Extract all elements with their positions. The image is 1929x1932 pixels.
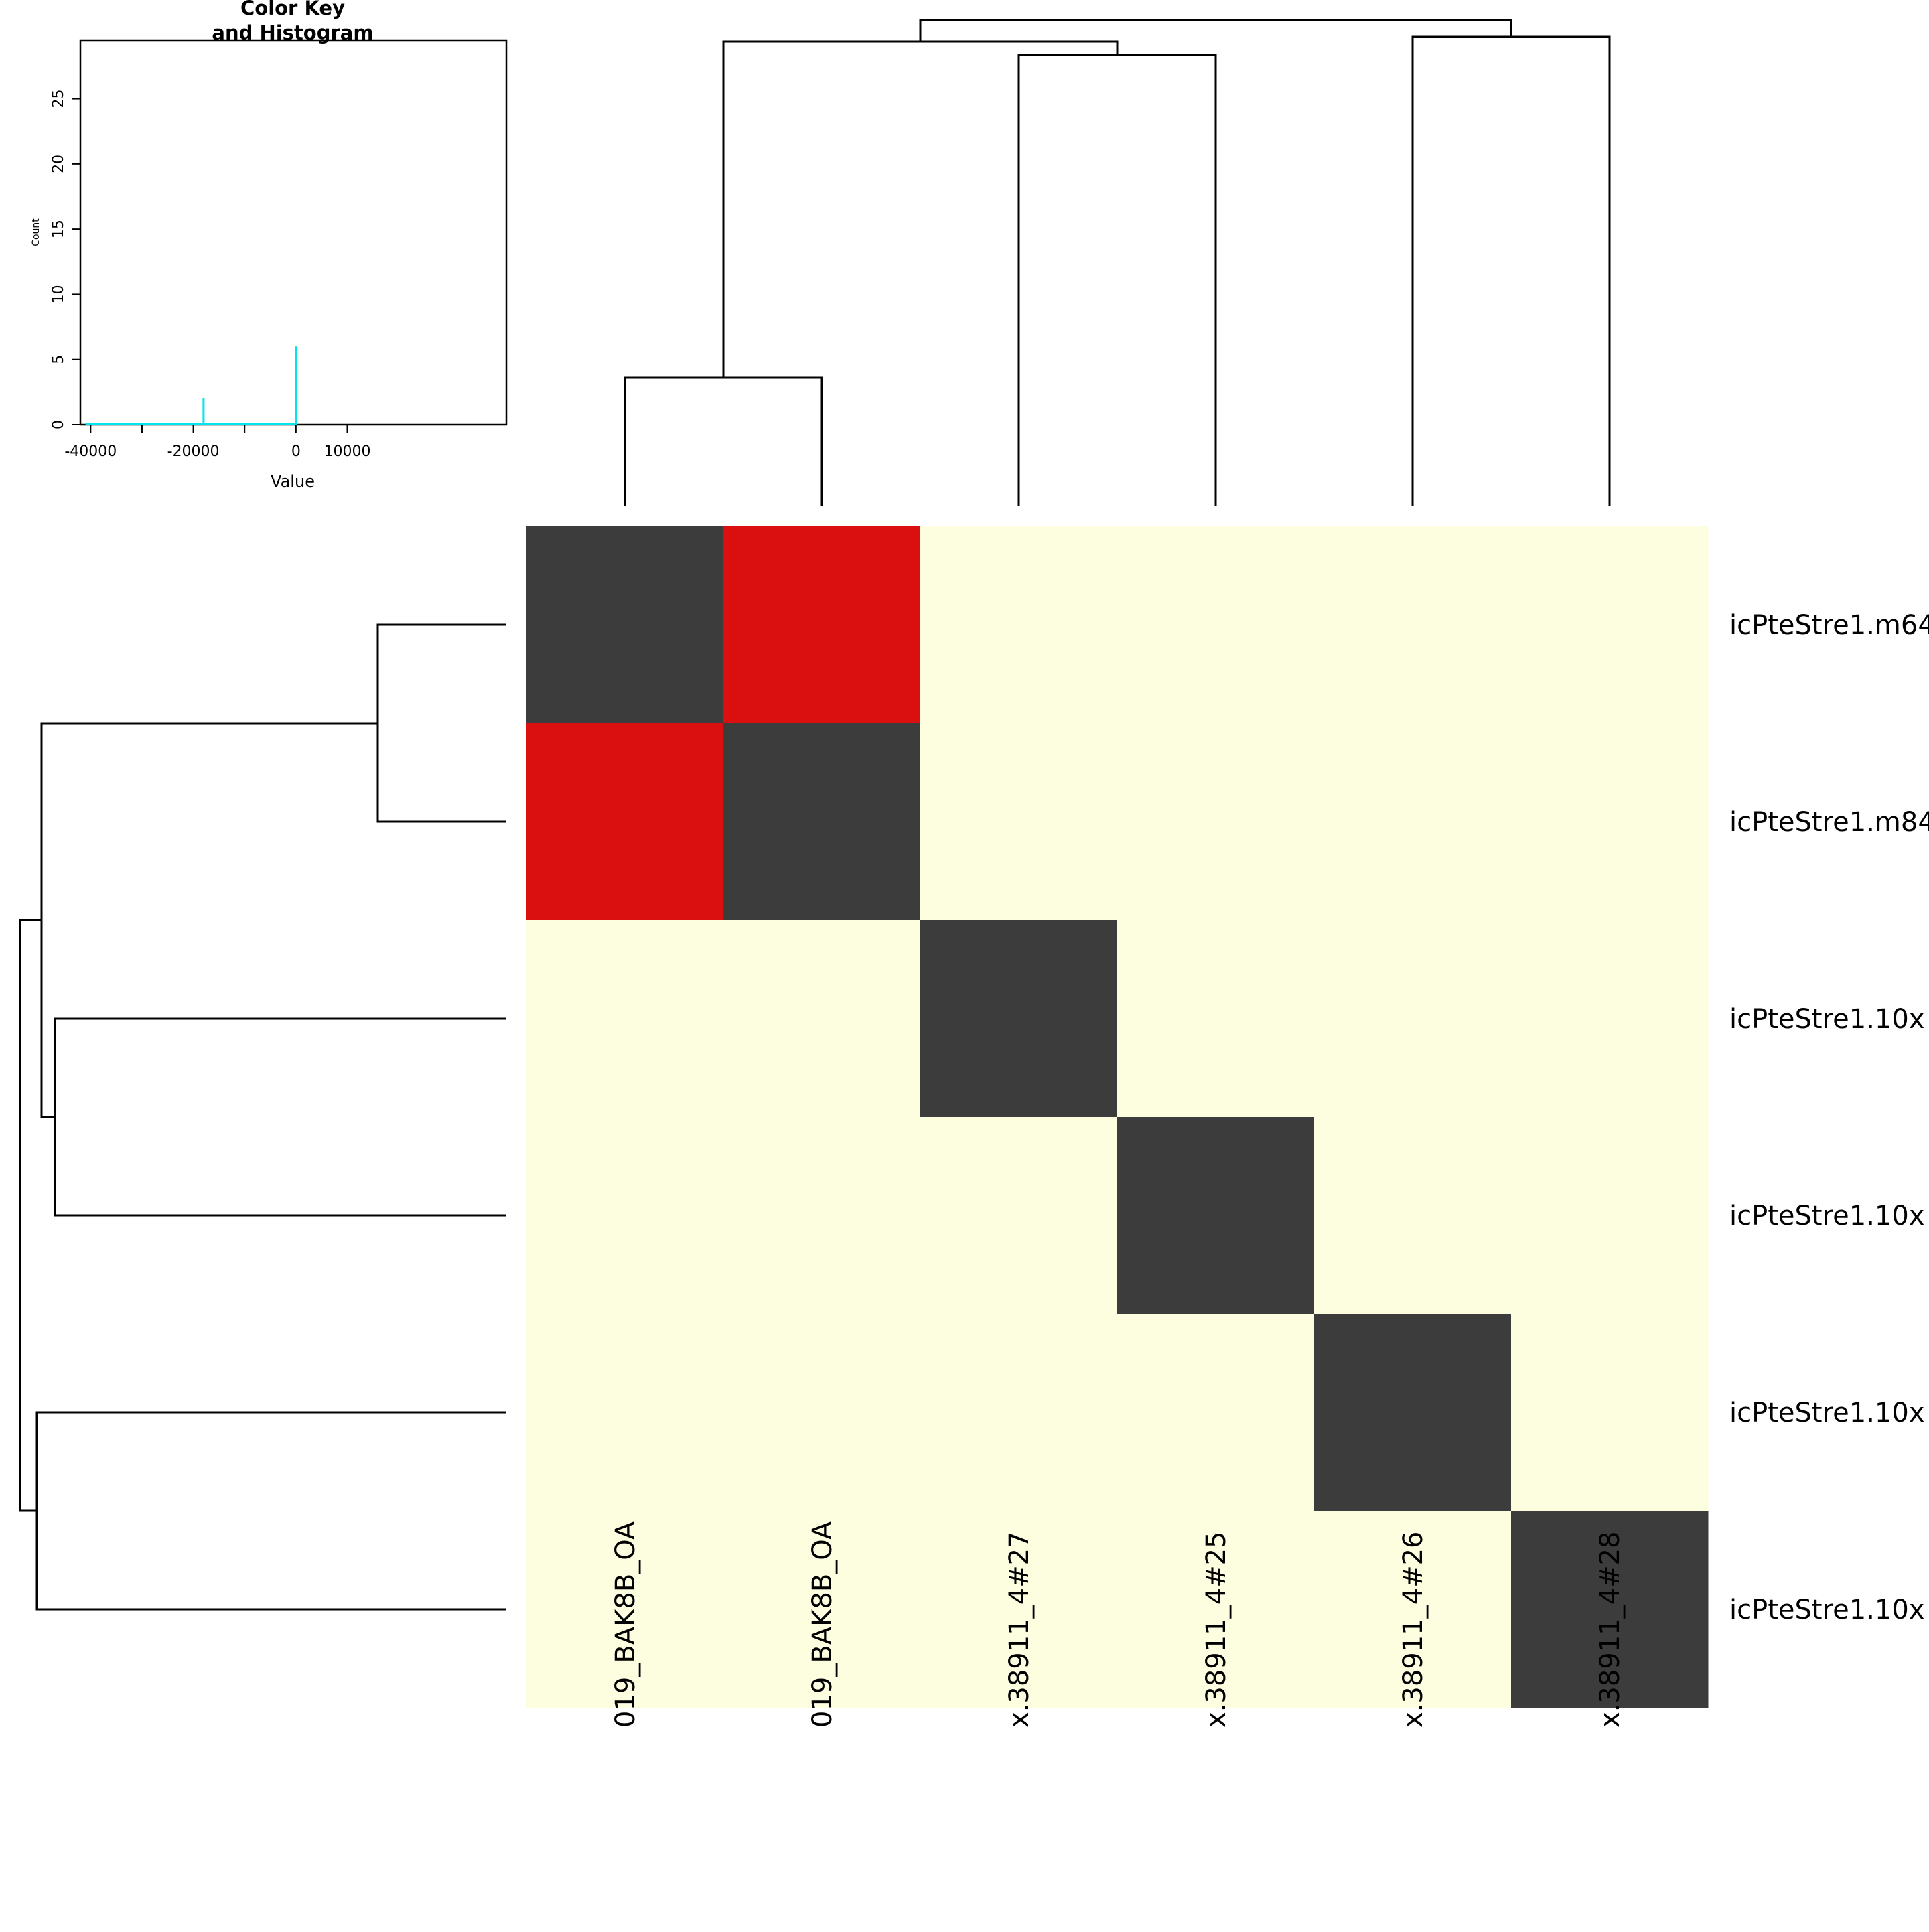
color-key-y-tick-label: 20 bbox=[50, 155, 67, 173]
row-dendrogram-link-3 bbox=[35, 1411, 506, 1611]
row-label-6: icPteStre1.10x bbox=[1729, 1594, 1925, 1625]
heatmap-cell-r3-c6 bbox=[1511, 920, 1709, 1118]
row-label-3: icPteStre1.10x bbox=[1729, 1004, 1925, 1035]
heatmap-cell-r6-c3 bbox=[920, 1511, 1118, 1708]
column-dendrogram-link-5 bbox=[919, 19, 1512, 42]
row-dendrogram-link-1 bbox=[376, 623, 506, 823]
heatmap-cell-r4-c1 bbox=[526, 1117, 724, 1315]
color-key-y-tick-label: 15 bbox=[50, 220, 67, 238]
row-dendrogram-link-2 bbox=[54, 1017, 506, 1217]
heatmap-cell-r5-c2 bbox=[723, 1314, 921, 1511]
heatmap-cell-r4-c5 bbox=[1314, 1117, 1512, 1315]
heatmap-cell-r2-c6 bbox=[1511, 723, 1709, 921]
color-key-y-label: Count bbox=[31, 218, 42, 246]
heatmap-cell-r2-c2 bbox=[723, 723, 921, 921]
heatmap-cell-r1-c4 bbox=[1117, 526, 1315, 724]
heatmap-cell-r6-c6 bbox=[1511, 1511, 1709, 1708]
color-key-y-tick-label: 0 bbox=[50, 420, 67, 429]
row-label-5: icPteStre1.10x bbox=[1729, 1398, 1925, 1428]
heatmap-cell-r4-c4 bbox=[1117, 1117, 1315, 1315]
column-label-2: 019_BAK8B_OA bbox=[807, 1521, 838, 1728]
color-key-y-axis: 0 5 10 15 20 25 bbox=[50, 90, 80, 429]
column-label-5: x.38911_4#26 bbox=[1398, 1532, 1429, 1728]
heatmap-cell-r3-c2 bbox=[723, 920, 921, 1118]
column-dendrogram bbox=[624, 19, 1611, 506]
color-key-x-tick-label: -20000 bbox=[167, 443, 220, 460]
row-dendrogram-link-4 bbox=[40, 722, 378, 1118]
heatmap-cell-r6-c2 bbox=[723, 1511, 921, 1708]
heatmap-cell-r3-c5 bbox=[1314, 920, 1512, 1118]
heatmap-cell-r1-c2 bbox=[723, 526, 921, 724]
row-label-1: icPteStre1.m64 bbox=[1729, 610, 1929, 641]
row-labels: icPteStre1.m64 icPteStre1.m84 icPteStre1.1… bbox=[1729, 610, 1929, 1625]
heatmap-cell-r6-c4 bbox=[1117, 1511, 1315, 1708]
heatmap-cell-r5-c4 bbox=[1117, 1314, 1315, 1511]
column-dendrogram-link-4 bbox=[722, 40, 1119, 378]
heatmap-cell-r4-c3 bbox=[920, 1117, 1118, 1315]
column-labels: 019_BAK8B_OA 019_BAK8B_OA x.38911_4#27 x.38… bbox=[610, 1521, 1626, 1728]
heatmap-cell-r6-c5 bbox=[1314, 1511, 1512, 1708]
row-label-4: icPteStre1.10x bbox=[1729, 1201, 1925, 1232]
column-label-4: x.38911_4#25 bbox=[1201, 1532, 1232, 1728]
color-key-title: Color Key bbox=[240, 0, 345, 19]
heatmap-cell-r6-c1 bbox=[526, 1511, 724, 1708]
row-dendrogram bbox=[19, 623, 506, 1611]
heatmap-cell-r5-c1 bbox=[526, 1314, 724, 1511]
column-label-6: x.38911_4#28 bbox=[1595, 1532, 1626, 1728]
column-label-3: x.38911_4#27 bbox=[1004, 1532, 1035, 1728]
heatmap-cell-r2-c5 bbox=[1314, 723, 1512, 921]
heatmap-cell-r1-c5 bbox=[1314, 526, 1512, 724]
heatmap-cell-r3-c3 bbox=[920, 920, 1118, 1118]
row-dendrogram-link-5 bbox=[19, 919, 42, 1512]
heatmap-cell-r1-c1 bbox=[526, 526, 724, 724]
heatmap-cell-r2-c3 bbox=[920, 723, 1118, 921]
column-dendrogram-link-3 bbox=[1411, 35, 1611, 506]
color-key-x-tick-label: 0 bbox=[291, 443, 301, 460]
heatmap-cell-r1-c3 bbox=[920, 526, 1118, 724]
heatmap-cell-r3-c4 bbox=[1117, 920, 1315, 1118]
heatmap-cells bbox=[526, 526, 1709, 1708]
color-key-histogram bbox=[85, 346, 297, 425]
color-key-y-tick-label: 5 bbox=[50, 355, 67, 364]
heatmap-cell-r2-c1 bbox=[526, 723, 724, 921]
color-key-y-tick-label: 10 bbox=[50, 285, 67, 303]
heatmap-cell-r3-c1 bbox=[526, 920, 724, 1118]
color-key-frame bbox=[79, 39, 508, 426]
color-key-x-label: Value bbox=[271, 472, 315, 491]
column-label-1: 019_BAK8B_OA bbox=[610, 1521, 641, 1728]
color-key-x-tick-label: -40000 bbox=[64, 443, 117, 460]
heatmap-cell-r1-c6 bbox=[1511, 526, 1709, 724]
heatmap-cell-r2-c4 bbox=[1117, 723, 1315, 921]
color-key-x-tick-label: 10000 bbox=[324, 443, 370, 460]
heatmap-cell-r4-c2 bbox=[723, 1117, 921, 1315]
heatmap-cell-r4-c6 bbox=[1511, 1117, 1709, 1315]
row-label-2: icPteStre1.m84 bbox=[1729, 807, 1929, 838]
color-key-y-tick-label: 25 bbox=[50, 90, 67, 108]
heatmap-cell-r5-c5 bbox=[1314, 1314, 1512, 1511]
column-dendrogram-link-1 bbox=[624, 376, 823, 506]
heatmap-cell-r5-c6 bbox=[1511, 1314, 1709, 1511]
color-key-x-axis: -40000 -20000 0 10000 bbox=[64, 425, 370, 460]
column-dendrogram-link-2 bbox=[1017, 54, 1217, 506]
heatmap-cell-r5-c3 bbox=[920, 1314, 1118, 1511]
